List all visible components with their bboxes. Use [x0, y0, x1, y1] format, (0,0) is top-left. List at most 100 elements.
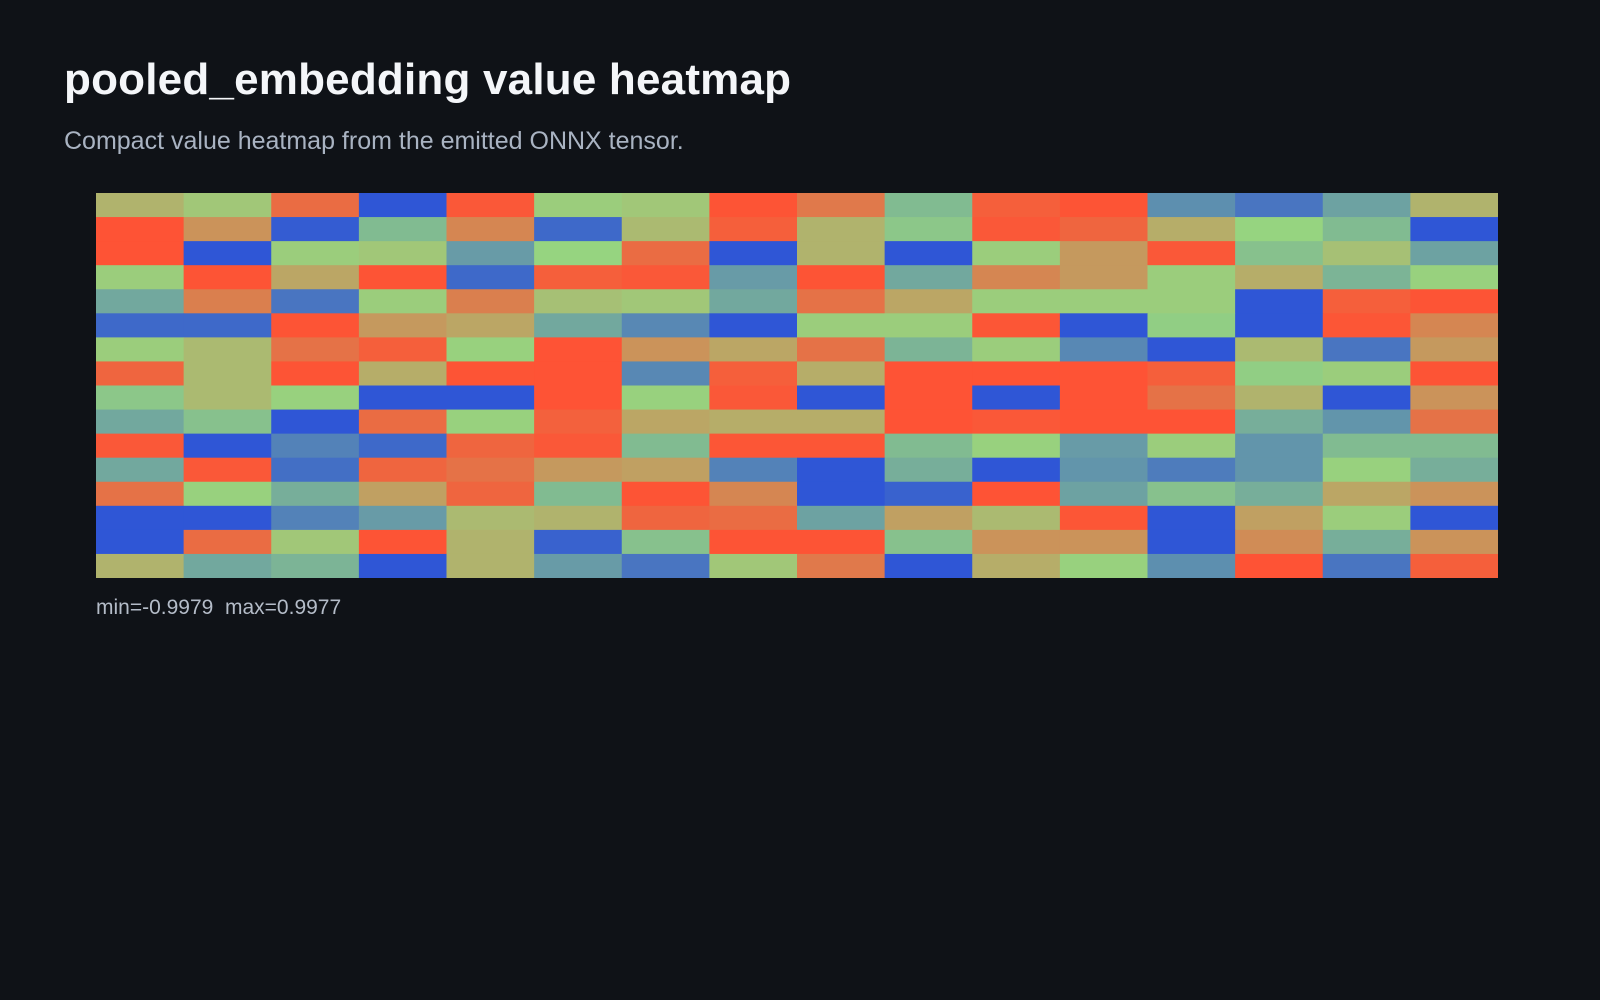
- heatmap-cell-r1-c9: [884, 217, 973, 242]
- heatmap-cell-r6-c8: [797, 337, 886, 362]
- heatmap-cell-r1-c4: [446, 217, 535, 242]
- heatmap-cell-r11-c12: [1147, 457, 1236, 483]
- heatmap-cell-r13-c15: [1410, 505, 1498, 531]
- heatmap-cell-r5-c6: [621, 313, 710, 338]
- heatmap-cell-r8-c11: [1059, 385, 1149, 411]
- heatmap-cell-r10-c14: [1322, 433, 1411, 459]
- heatmap-cell-r4-c13: [1235, 289, 1324, 314]
- heatmap-cell-r12-c8: [797, 481, 886, 507]
- heatmap-cell-r2-c1: [183, 241, 272, 266]
- heatmap-cell-r6-c11: [1059, 337, 1149, 362]
- heatmap-cell-r6-c4: [446, 337, 535, 362]
- heatmap-cell-r3-c9: [884, 265, 973, 290]
- heatmap-cell-r13-c10: [972, 505, 1061, 531]
- heatmap-cell-r6-c13: [1235, 337, 1324, 362]
- heatmap-cell-r4-c0: [96, 289, 185, 314]
- heatmap-cell-r11-c6: [621, 457, 710, 483]
- heatmap-cell-r8-c12: [1147, 385, 1236, 411]
- heatmap-cell-r10-c8: [797, 433, 886, 459]
- heatmap-cell-r14-c12: [1147, 529, 1236, 555]
- heatmap-cell-r5-c4: [446, 313, 535, 338]
- heatmap-cell-r9-c2: [271, 409, 360, 435]
- heatmap-cell-r4-c11: [1059, 289, 1149, 314]
- heatmap-cell-r2-c5: [534, 241, 623, 266]
- heatmap-cell-r13-c11: [1059, 505, 1149, 531]
- heatmap-cell-r4-c8: [797, 289, 886, 314]
- heatmap-cell-r8-c6: [621, 385, 710, 411]
- heatmap-cell-r6-c0: [96, 337, 185, 362]
- heatmap-cell-r1-c10: [972, 217, 1061, 242]
- heatmap-cell-r10-c7: [709, 433, 798, 459]
- heatmap-cell-r13-c8: [797, 505, 886, 531]
- heatmap-cell-r0-c9: [884, 193, 973, 218]
- heatmap-cell-r5-c8: [797, 313, 886, 338]
- heatmap-cell-r5-c11: [1059, 313, 1149, 338]
- heatmap-cell-r6-c15: [1410, 337, 1498, 362]
- heatmap-cell-r12-c3: [358, 481, 448, 507]
- heatmap-cell-r9-c4: [446, 409, 535, 435]
- heatmap-cell-r3-c7: [709, 265, 798, 290]
- heatmap-cell-r4-c3: [358, 289, 448, 314]
- heatmap-cell-r1-c8: [797, 217, 886, 242]
- heatmap-cell-r4-c15: [1410, 289, 1498, 314]
- heatmap-cell-r10-c12: [1147, 433, 1236, 459]
- heatmap-cell-r3-c6: [621, 265, 710, 290]
- heatmap-cell-r3-c0: [96, 265, 185, 290]
- heatmap-cell-r9-c6: [621, 409, 710, 435]
- heatmap-cell-r3-c8: [797, 265, 886, 290]
- heatmap-cell-r5-c9: [884, 313, 973, 338]
- heatmap-cell-r15-c6: [621, 553, 710, 578]
- heatmap-cell-r1-c1: [183, 217, 272, 242]
- heatmap-cell-r3-c3: [358, 265, 448, 290]
- heatmap-cell-r12-c11: [1059, 481, 1149, 507]
- heatmap-cell-r12-c0: [96, 481, 185, 507]
- heatmap-cell-r2-c9: [884, 241, 973, 266]
- heatmap-cell-r1-c15: [1410, 217, 1498, 242]
- heatmap-cell-r0-c13: [1235, 193, 1324, 218]
- heatmap-cell-r6-c14: [1322, 337, 1411, 362]
- heatmap-cell-r7-c2: [271, 361, 360, 386]
- heatmap-cell-r3-c4: [446, 265, 535, 290]
- heatmap-cell-r13-c0: [96, 505, 185, 531]
- heatmap-cell-r0-c5: [534, 193, 623, 218]
- heatmap-cell-r12-c13: [1235, 481, 1324, 507]
- heatmap-cell-r15-c9: [884, 553, 973, 578]
- heatmap-cell-r14-c9: [884, 529, 973, 555]
- heatmap-cell-r7-c3: [358, 361, 448, 386]
- heatmap-cell-r12-c10: [972, 481, 1061, 507]
- heatmap-cell-r9-c5: [534, 409, 623, 435]
- heatmap-cell-r11-c9: [884, 457, 973, 483]
- heatmap-cell-r14-c1: [183, 529, 272, 555]
- heatmap-cell-r13-c9: [884, 505, 973, 531]
- heatmap-cell-r9-c12: [1147, 409, 1236, 435]
- heatmap-cell-r4-c5: [534, 289, 623, 314]
- heatmap-cell-r1-c13: [1235, 217, 1324, 242]
- heatmap-cell-r10-c9: [884, 433, 973, 459]
- heatmap-cell-r13-c12: [1147, 505, 1236, 531]
- heatmap-cell-r10-c3: [358, 433, 448, 459]
- heatmap-cell-r9-c7: [709, 409, 798, 435]
- heatmap-cell-r1-c3: [358, 217, 448, 242]
- heatmap-cell-r0-c8: [797, 193, 886, 218]
- heatmap-cell-r13-c5: [534, 505, 623, 531]
- heatmap-cell-r11-c3: [358, 457, 448, 483]
- heatmap-cell-r9-c8: [797, 409, 886, 435]
- heatmap-cell-r14-c14: [1322, 529, 1411, 555]
- heatmap-cell-r7-c0: [96, 361, 185, 386]
- heatmap-cell-r3-c13: [1235, 265, 1324, 290]
- heatmap-cell-r5-c3: [358, 313, 448, 338]
- heatmap-cell-r12-c6: [621, 481, 710, 507]
- heatmap-cell-r9-c9: [884, 409, 973, 435]
- heatmap-cell-r1-c0: [96, 217, 185, 242]
- heatmap-cell-r13-c14: [1322, 505, 1411, 531]
- heatmap-cell-r3-c1: [183, 265, 272, 290]
- heatmap-cell-r2-c2: [271, 241, 360, 266]
- heatmap-cell-r0-c1: [183, 193, 272, 218]
- heatmap-cell-r14-c6: [621, 529, 710, 555]
- heatmap-cell-r4-c10: [972, 289, 1061, 314]
- heatmap-cell-r13-c4: [446, 505, 535, 531]
- heatmap-chart: [96, 193, 1498, 578]
- heatmap-cell-r0-c2: [271, 193, 360, 218]
- heatmap-cell-r6-c7: [709, 337, 798, 362]
- heatmap-cell-r8-c14: [1322, 385, 1411, 411]
